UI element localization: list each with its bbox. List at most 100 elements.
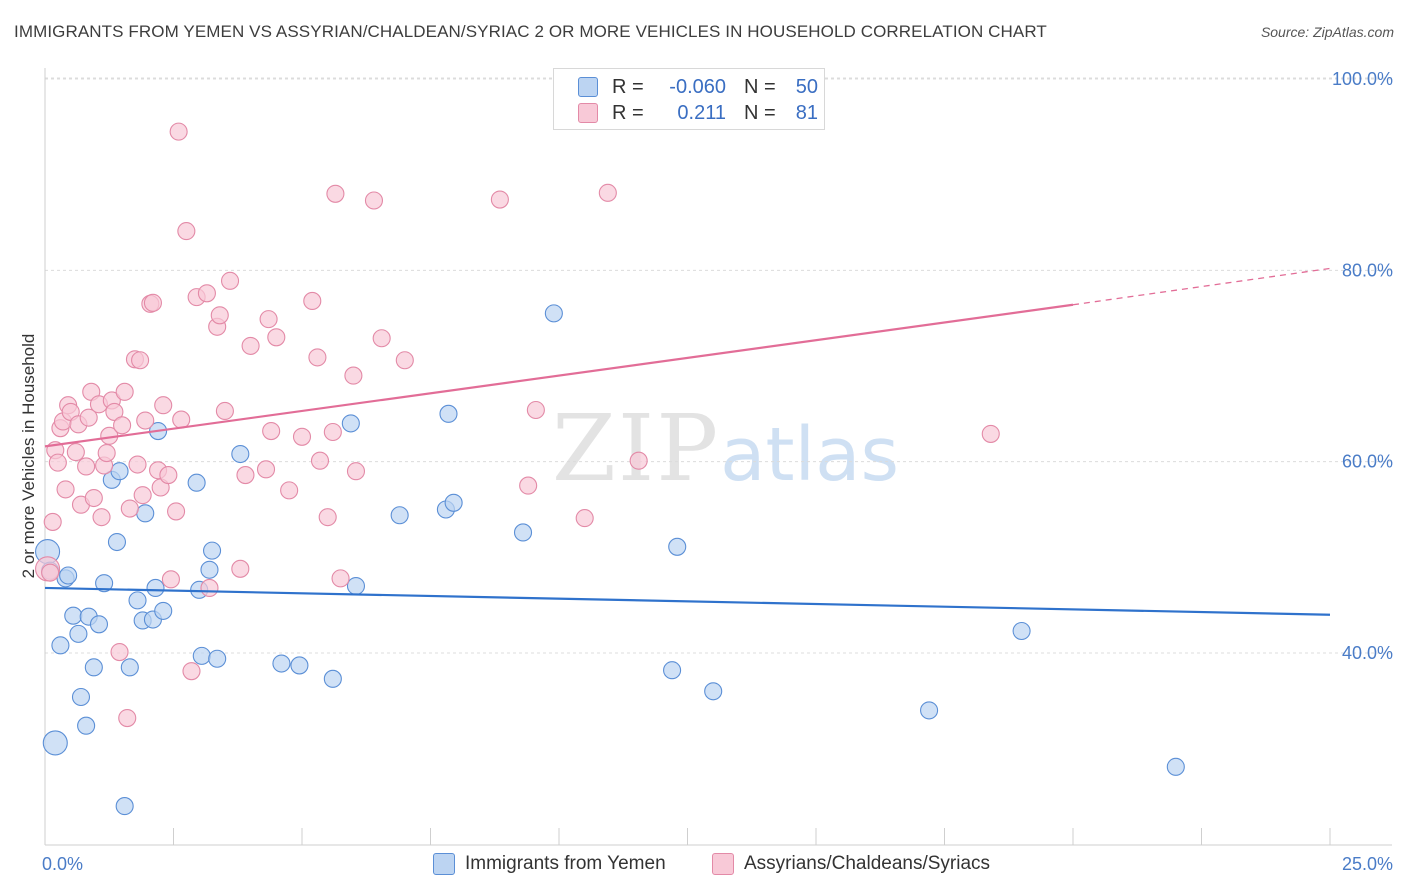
point-assyrian bbox=[120, 499, 139, 518]
point-assyrian bbox=[210, 306, 229, 325]
point-assyrian bbox=[105, 402, 124, 421]
legend-swatch-yemen bbox=[578, 77, 598, 97]
point-assyrian bbox=[136, 411, 155, 430]
point-assyrian bbox=[575, 509, 594, 528]
point-yemen bbox=[77, 716, 96, 735]
point-assyrian bbox=[197, 284, 216, 303]
point-assyrian bbox=[172, 410, 191, 429]
point-assyrian bbox=[323, 422, 342, 442]
point-assyrian bbox=[310, 451, 330, 470]
point-yemen bbox=[107, 532, 127, 552]
legend-row-assyrian: R = 0.211 N = 81 bbox=[578, 101, 818, 125]
point-yemen bbox=[1166, 757, 1185, 776]
point-assyrian bbox=[41, 563, 60, 582]
point-assyrian bbox=[598, 183, 617, 202]
point-yemen bbox=[439, 404, 458, 423]
source-credit: Source: ZipAtlas.com bbox=[1260, 24, 1394, 40]
legend-r-label: R = bbox=[612, 101, 644, 124]
watermark: ZIPatlas bbox=[552, 395, 899, 502]
point-assyrian bbox=[220, 271, 240, 290]
point-yemen bbox=[136, 504, 155, 523]
point-yemen bbox=[146, 578, 165, 597]
point-assyrian bbox=[364, 191, 384, 210]
point-yemen bbox=[120, 658, 139, 677]
bottom-legend-assyrian[interactable]: Assyrians/Chaldeans/Syriacs bbox=[712, 852, 990, 876]
point-yemen bbox=[390, 506, 409, 525]
point-assyrian bbox=[48, 453, 67, 472]
point-assyrian bbox=[66, 443, 85, 462]
legend-r-label: R = bbox=[612, 75, 644, 98]
point-assyrian bbox=[519, 476, 538, 495]
legend-n-value: 81 bbox=[795, 101, 818, 124]
point-assyrian bbox=[169, 122, 188, 141]
point-assyrian bbox=[267, 328, 286, 347]
point-assyrian bbox=[200, 578, 219, 597]
axis-labels: 40.0% 60.0% 80.0% 100.0% 0.0% 25.0% 2 or more … bbox=[19, 69, 1393, 874]
point-assyrian bbox=[318, 508, 337, 527]
point-assyrian bbox=[118, 709, 137, 728]
point-assyrian bbox=[344, 366, 363, 385]
legend-n-label: N = bbox=[744, 101, 776, 124]
stats-legend: R = -0.060 N = 50 R = 0.211 N = 81 bbox=[553, 68, 825, 130]
point-assyrian bbox=[308, 348, 327, 367]
y-tick-label: 100.0% bbox=[1332, 69, 1393, 89]
point-yemen bbox=[513, 523, 533, 542]
point-assyrian bbox=[303, 291, 322, 310]
point-yemen bbox=[444, 493, 463, 512]
point-assyrian bbox=[182, 662, 201, 681]
legend-label-assyrian: Assyrians/Chaldeans/Syriacs bbox=[744, 853, 991, 874]
point-assyrian bbox=[236, 466, 255, 485]
point-yemen bbox=[920, 701, 939, 720]
point-yemen bbox=[203, 541, 222, 560]
watermark-atlas: atlas bbox=[720, 412, 899, 498]
point-yemen bbox=[115, 797, 134, 816]
point-assyrian bbox=[161, 570, 180, 589]
point-assyrian bbox=[346, 462, 366, 481]
point-yemen bbox=[42, 730, 68, 756]
point-assyrian bbox=[280, 481, 299, 500]
point-yemen bbox=[69, 624, 88, 643]
legend-r-value: -0.060 bbox=[669, 75, 726, 98]
point-assyrian bbox=[56, 480, 75, 499]
point-yemen bbox=[341, 414, 360, 433]
point-assyrian bbox=[981, 424, 1000, 443]
data-points bbox=[35, 122, 1185, 816]
legend-swatch-assyrian bbox=[712, 853, 734, 875]
point-yemen bbox=[290, 656, 309, 675]
point-yemen bbox=[59, 566, 78, 585]
y-tick-label: 80.0% bbox=[1342, 260, 1393, 280]
point-assyrian bbox=[92, 508, 111, 527]
point-assyrian bbox=[241, 336, 260, 355]
point-yemen bbox=[346, 576, 366, 596]
legend-label-yemen: Immigrants from Yemen bbox=[465, 853, 666, 874]
y-tick-label: 60.0% bbox=[1342, 452, 1393, 472]
x-tick-label: 25.0% bbox=[1342, 854, 1393, 874]
y-tick-label: 40.0% bbox=[1342, 643, 1393, 663]
point-yemen bbox=[231, 444, 250, 464]
point-assyrian bbox=[133, 486, 152, 505]
point-yemen bbox=[128, 591, 147, 610]
point-yemen bbox=[89, 615, 109, 634]
point-assyrian bbox=[84, 488, 103, 508]
point-assyrian bbox=[128, 455, 147, 474]
point-assyrian bbox=[395, 351, 414, 370]
point-yemen bbox=[51, 636, 70, 655]
point-yemen bbox=[704, 682, 723, 701]
trend-line-projection bbox=[1072, 267, 1331, 306]
trend-line-assyrian bbox=[44, 303, 1074, 448]
point-yemen bbox=[323, 669, 342, 688]
point-yemen bbox=[192, 646, 211, 665]
legend-swatch-yemen bbox=[433, 853, 455, 875]
point-assyrian bbox=[159, 466, 178, 485]
point-assyrian bbox=[77, 457, 96, 476]
point-yemen bbox=[668, 537, 687, 556]
point-yemen bbox=[84, 658, 103, 677]
watermark-zip: ZIP bbox=[552, 395, 721, 502]
legend-n-label: N = bbox=[744, 75, 776, 98]
point-yemen bbox=[64, 606, 83, 625]
axes bbox=[44, 68, 1392, 846]
bottom-legend-yemen[interactable]: Immigrants from Yemen bbox=[433, 852, 666, 876]
trend-line-yemen bbox=[44, 586, 1331, 616]
point-assyrian bbox=[326, 184, 345, 203]
